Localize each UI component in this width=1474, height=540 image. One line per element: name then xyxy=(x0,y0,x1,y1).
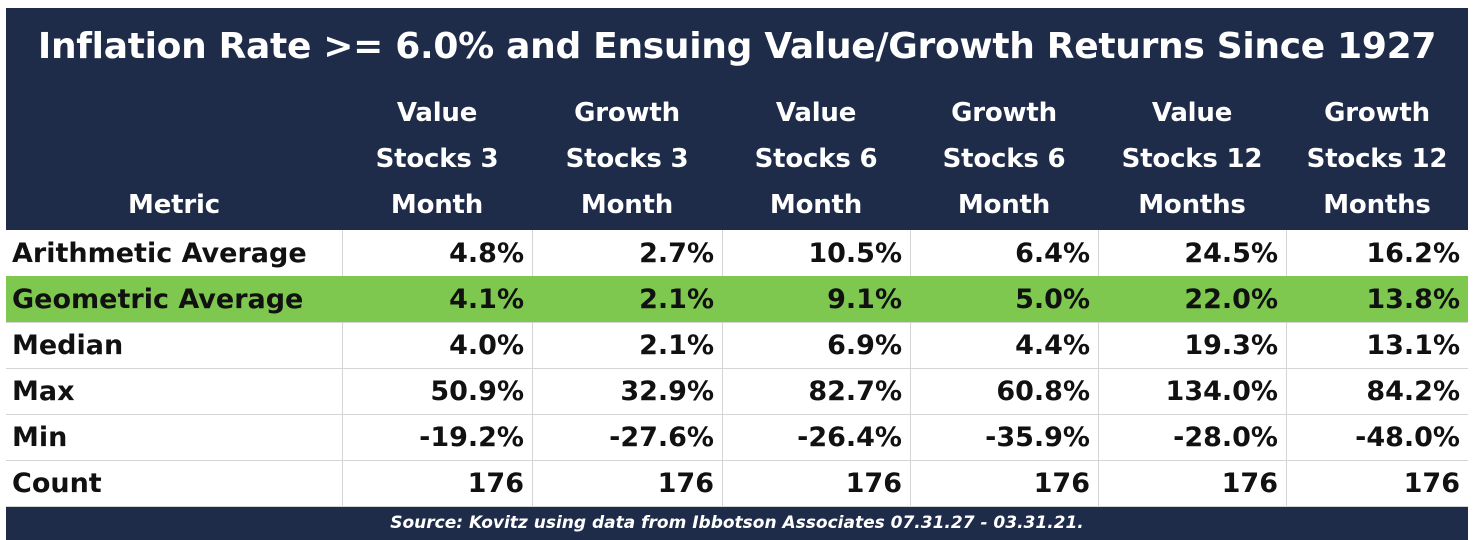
column-header-5: Value Stocks 12 Months xyxy=(1121,98,1263,220)
table-cell: 4.4% xyxy=(1015,330,1090,361)
column-header-6: Growth Stocks 12 Months xyxy=(1306,98,1448,220)
row-metric-label: Geometric Average xyxy=(12,284,304,315)
table-cell: 2.1% xyxy=(639,284,714,315)
table-cell: 32.9% xyxy=(620,376,714,407)
table-cell: 13.1% xyxy=(1366,330,1460,361)
table-body: Arithmetic Average 4.8% 2.7% 10.5% 6.4% 24.5%… xyxy=(6,230,1468,507)
table-cell: -35.9% xyxy=(985,422,1090,453)
column-header-3: Value Stocks 6 Month xyxy=(754,98,878,220)
column-header-metric: Metric xyxy=(128,190,220,220)
table-cell: 19.3% xyxy=(1184,330,1278,361)
table-row: Arithmetic Average 4.8% 2.7% 10.5% 6.4% 24.5%… xyxy=(6,230,1468,277)
table-cell: 176 xyxy=(1403,468,1460,499)
table-row: Geometric Average 4.1% 2.1% 9.1% 5.0% 22.0% 13… xyxy=(6,276,1468,323)
table-row: Min -19.2% -27.6% -26.4% -35.9% -28.0% -48.0% xyxy=(6,414,1468,461)
table-cell: 6.4% xyxy=(1015,238,1090,269)
row-metric-label: Arithmetic Average xyxy=(12,238,307,269)
table-cell: 176 xyxy=(1221,468,1278,499)
column-header-2: Growth Stocks 3 Month xyxy=(565,98,689,220)
table-cell: 6.9% xyxy=(827,330,902,361)
table-row: Max 50.9% 32.9% 82.7% 60.8% 134.0% 84.2% xyxy=(6,368,1468,415)
table-cell: -19.2% xyxy=(419,422,524,453)
table-cell: 5.0% xyxy=(1015,284,1090,315)
row-metric-label: Min xyxy=(12,422,68,453)
table-cell: 60.8% xyxy=(996,376,1090,407)
table-cell: 134.0% xyxy=(1165,376,1278,407)
row-metric-label: Max xyxy=(12,376,75,407)
table-cell: 50.9% xyxy=(430,376,524,407)
table-cell: 2.7% xyxy=(639,238,714,269)
table-cell: 13.8% xyxy=(1366,284,1460,315)
table-cell: 176 xyxy=(845,468,902,499)
column-header-1: Value Stocks 3 Month xyxy=(375,98,499,220)
table-cell: 4.0% xyxy=(449,330,524,361)
table-cell: 176 xyxy=(657,468,714,499)
row-metric-label: Median xyxy=(12,330,124,361)
table-cell: 24.5% xyxy=(1184,238,1278,269)
row-metric-label: Count xyxy=(12,468,102,499)
table-cell: 84.2% xyxy=(1366,376,1460,407)
table-header-row: Metric Value Stocks 3 Month Growth Stocks … xyxy=(6,94,1468,228)
table-cell: -27.6% xyxy=(609,422,714,453)
source-note: Source: Kovitz using data from Ibbotson … xyxy=(390,513,1084,533)
table-row: Count 176 176 176 176 176 176 xyxy=(6,460,1468,507)
table-cell: -48.0% xyxy=(1355,422,1460,453)
column-header-4: Growth Stocks 6 Month xyxy=(942,98,1066,220)
table-row: Median 4.0% 2.1% 6.9% 4.4% 19.3% 13.1% xyxy=(6,322,1468,369)
table-cell: 16.2% xyxy=(1366,238,1460,269)
table-cell: 10.5% xyxy=(808,238,902,269)
table-title: Inflation Rate >= 6.0% and Ensuing Value… xyxy=(37,26,1437,67)
table-cell: 4.8% xyxy=(449,238,524,269)
table-cell: 9.1% xyxy=(827,284,902,315)
table-cell: 176 xyxy=(1033,468,1090,499)
table-cell: 82.7% xyxy=(808,376,902,407)
table-frame: Inflation Rate >= 6.0% and Ensuing Value… xyxy=(6,8,1468,540)
table-cell: 176 xyxy=(467,468,524,499)
table-cell: -28.0% xyxy=(1173,422,1278,453)
table-cell: -26.4% xyxy=(797,422,902,453)
table-cell: 22.0% xyxy=(1184,284,1278,315)
table-cell: 4.1% xyxy=(449,284,524,315)
table-cell: 2.1% xyxy=(639,330,714,361)
